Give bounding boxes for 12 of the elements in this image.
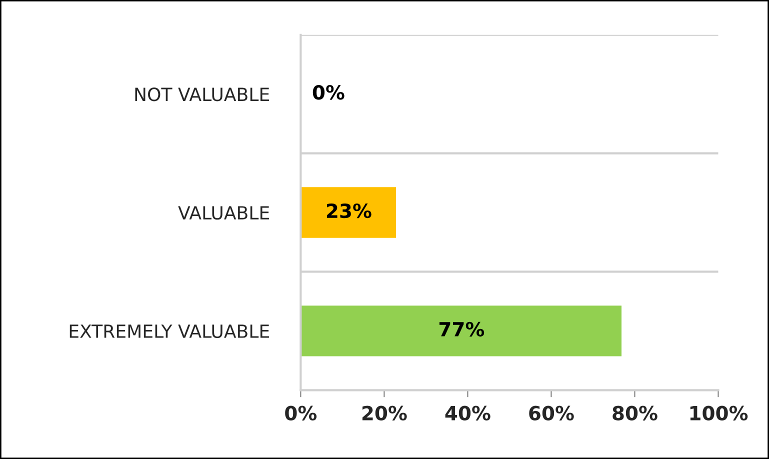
x-tick-label: 20% [362,406,407,420]
y-tick-label: NOT VALUABLE [135,88,269,102]
x-tick-label: 40% [445,406,490,420]
data-label: 23% [326,203,372,218]
y-tick-label: VALUABLE [178,206,269,220]
x-tick-label: 60% [529,406,574,420]
y-tick-label: EXTREMELY VALUABLE [70,324,269,338]
x-tick-label: 100% [690,406,748,420]
data-label: 77% [439,322,484,337]
x-tick-label: 80% [612,406,658,420]
x-tick-label: 0% [285,406,317,420]
data-label: 0% [312,85,344,100]
